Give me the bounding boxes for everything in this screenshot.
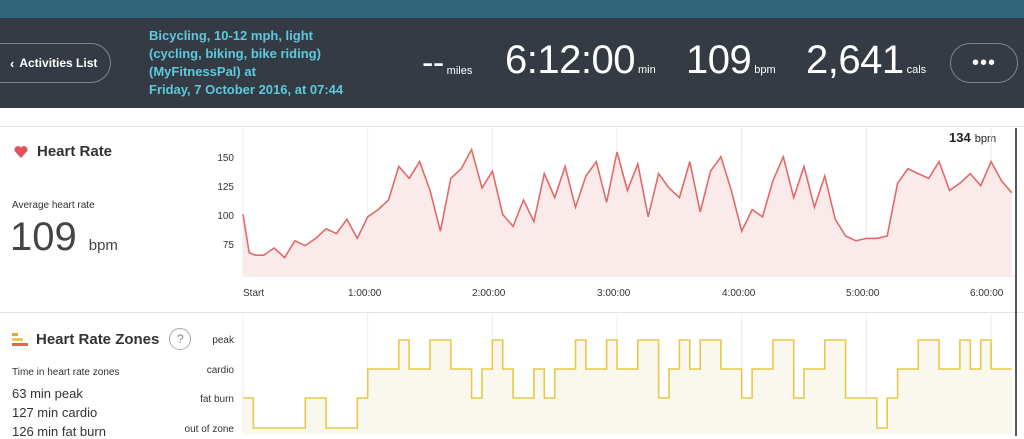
zone-area (243, 340, 1012, 434)
hr-x-tick: 6:00:00 (970, 288, 1004, 299)
time-in-zones-label: Time in heart rate zones (12, 367, 120, 378)
average-heart-rate-label: Average heart rate (12, 200, 95, 211)
heart-rate-zones-title-text: Heart Rate Zones (36, 330, 160, 348)
chevron-left-icon: ‹ (10, 55, 15, 71)
panel-divider (0, 312, 1024, 313)
duration-value: 6:12:00 (505, 38, 635, 82)
hr-y-tick: 100 (217, 211, 234, 222)
duration-stat: 6:12:00 min (505, 38, 656, 83)
title-line: (cycling, biking, bike riding) (149, 46, 321, 61)
hr-y-tick: 150 (217, 153, 234, 164)
zone-summary-line: 63 min peak (12, 386, 83, 401)
zone-y-label: peak (212, 335, 234, 346)
zone-summary-line: 127 min cardio (12, 405, 98, 420)
calories-stat: 2,641 cals (806, 38, 926, 83)
hr-x-tick: 3:00:00 (597, 288, 631, 299)
activity-header: ‹ Activities List Bicycling, 10-12 mph, … (0, 18, 1024, 108)
title-line: (MyFitnessPal) at (149, 64, 256, 79)
hr-x-tick: 2:00:00 (472, 288, 506, 299)
calories-unit: cals (906, 64, 927, 76)
hr-x-tick: 5:00:00 (846, 288, 880, 299)
more-options-button[interactable]: ••• (950, 43, 1018, 83)
heart-rate-title-text: Heart Rate (37, 143, 113, 160)
hr-y-tick: 125 (217, 182, 234, 193)
calories-value: 2,641 (806, 38, 904, 82)
heart-rate-title: Heart Rate (14, 143, 112, 160)
average-heart-rate-value: 109 (10, 215, 77, 259)
heart-rate-stat: 109 bpm (686, 38, 776, 83)
hr-y-tick: 75 (222, 240, 234, 251)
help-icon[interactable]: ? (169, 328, 192, 350)
activities-list-button[interactable]: ‹ Activities List (0, 43, 111, 83)
zone-y-label: out of zone (184, 424, 234, 435)
heart-rate-area (243, 149, 1012, 276)
hr-x-tick: 4:00:00 (722, 288, 756, 299)
peak-heart-rate-value: 134 (949, 130, 971, 145)
hr-x-tick: 1:00:00 (348, 288, 382, 299)
average-heart-rate-unit: bpm (88, 237, 118, 254)
duration-unit: min (637, 64, 656, 76)
average-heart-rate: 109 bpm (10, 215, 118, 260)
heart-rate-unit: bpm (754, 64, 776, 76)
zones-bars-icon (12, 332, 28, 346)
activity-title: Bicycling, 10-12 mph, light (cycling, bi… (149, 27, 399, 99)
heart-rate-value: 109 (686, 38, 752, 82)
hr-x-tick: Start (243, 288, 265, 299)
distance-unit: miles (446, 65, 473, 77)
heart-rate-zones-title: Heart Rate Zones ? (12, 328, 192, 350)
top-accent-strip (0, 0, 1024, 18)
title-line: Bicycling, 10-12 mph, light (149, 28, 313, 43)
zone-y-label: cardio (206, 365, 234, 376)
activities-list-label: Activities List (19, 56, 98, 70)
zone-y-label: fat burn (200, 394, 234, 405)
panel-divider (0, 126, 1024, 127)
heart-icon (14, 145, 28, 158)
zone-summary-line: 126 min fat burn (12, 424, 106, 439)
distance-stat: -- miles (422, 44, 472, 83)
zone-line (243, 339, 1012, 429)
distance-value: -- (422, 44, 444, 82)
title-line: Friday, 7 October 2016, at 07:44 (149, 82, 344, 97)
heart-rate-line (242, 147, 1013, 259)
